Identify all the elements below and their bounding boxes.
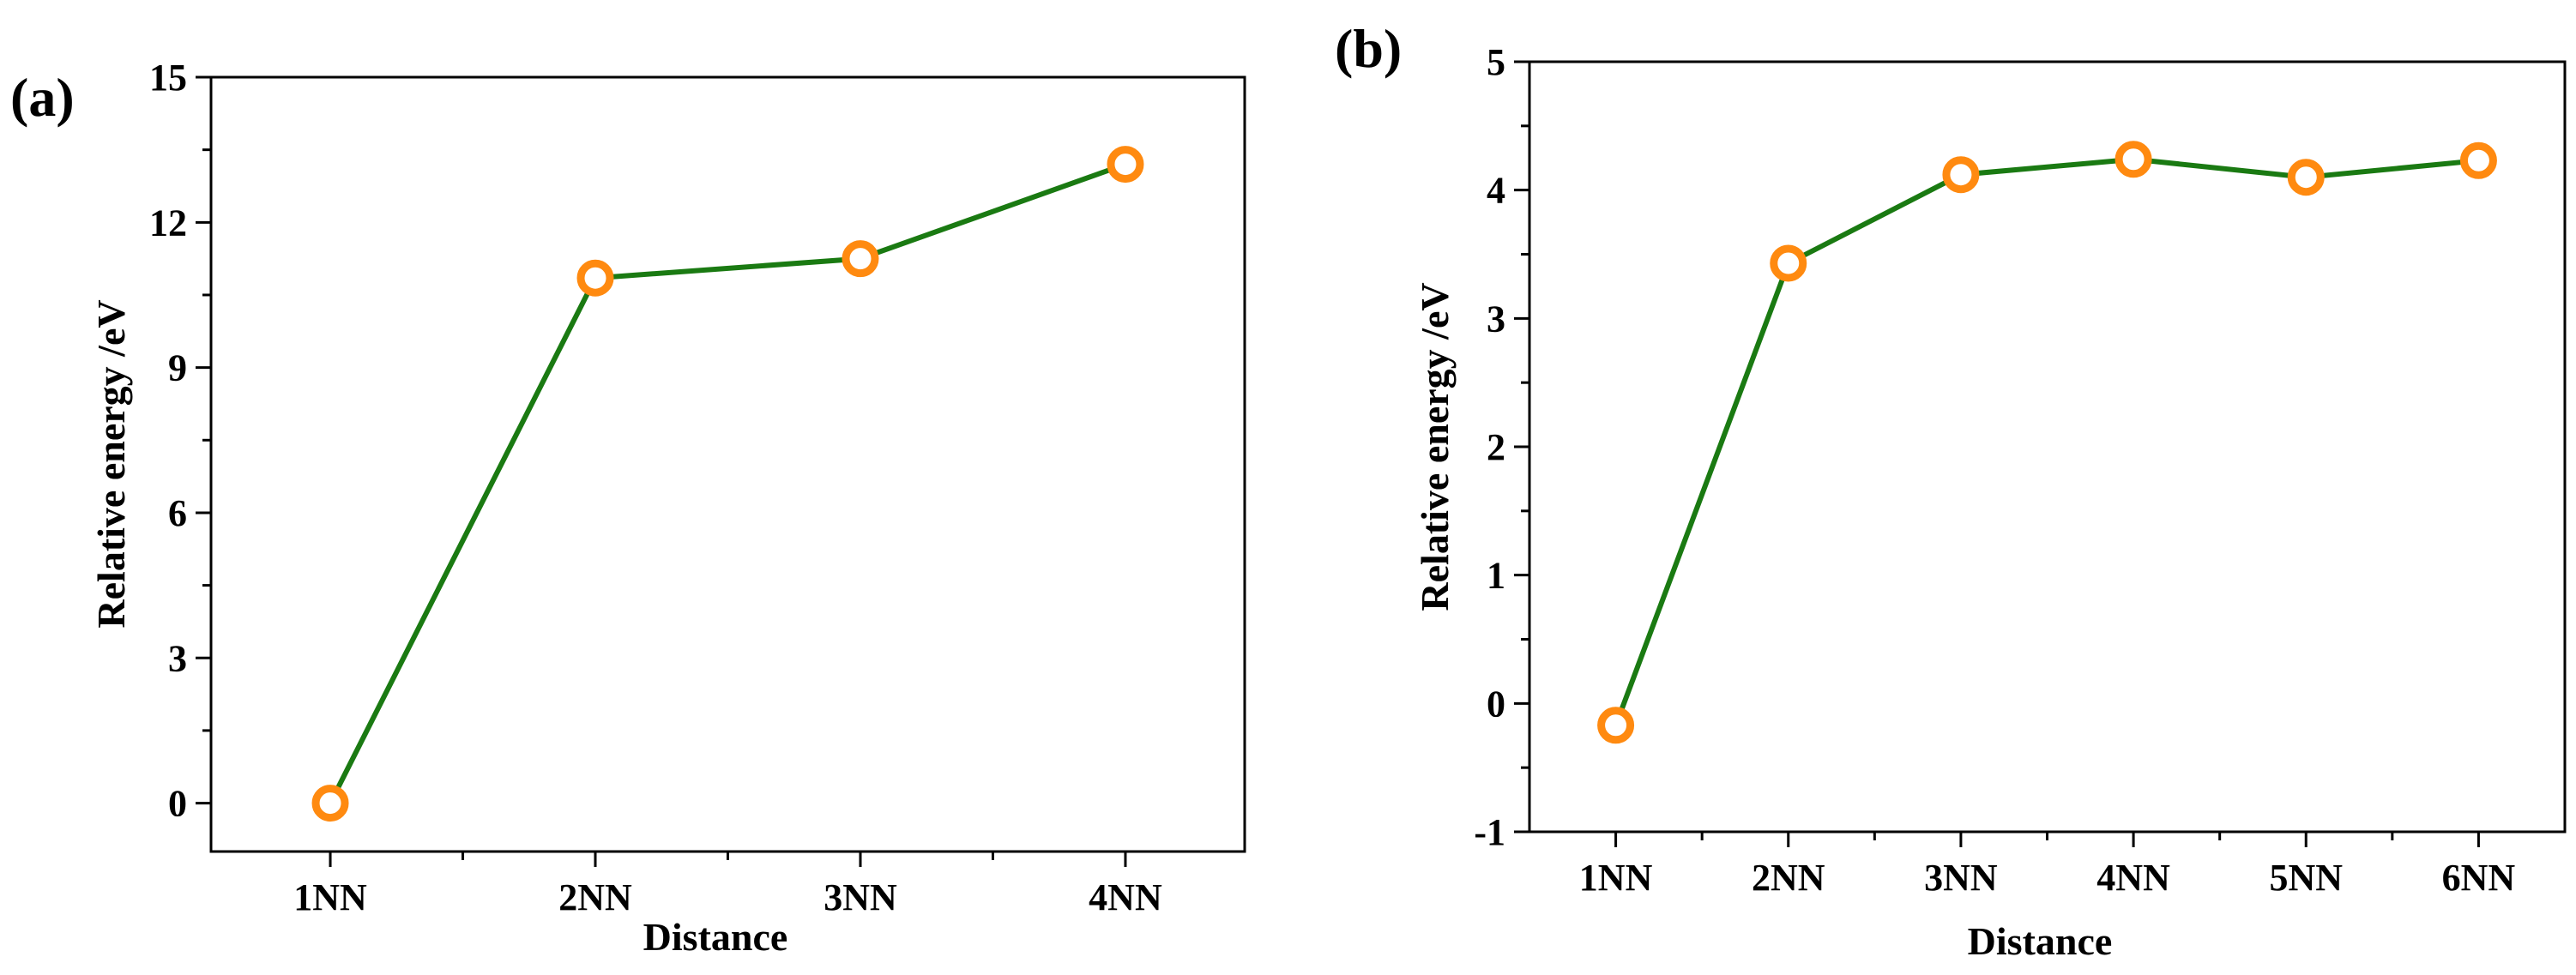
data-point-marker: [842, 240, 879, 278]
y-tick-label: 3: [168, 637, 187, 679]
y-tick-label: 15: [149, 57, 187, 99]
data-point-marker: [2287, 159, 2325, 196]
plot-frame: [1528, 60, 2567, 834]
y-tick-label: 3: [1487, 298, 1505, 340]
x-tick-label: 1NN: [293, 876, 367, 918]
data-point-marker: [2459, 141, 2497, 179]
y-tick-label: 4: [1487, 170, 1505, 212]
y-axis-title: Relative energy /eV: [89, 299, 133, 628]
y-tick-label: 0: [168, 783, 187, 825]
data-point-marker: [576, 259, 614, 297]
y-tick-label: 9: [168, 347, 187, 389]
x-axis-title: Distance: [643, 915, 788, 959]
data-point-marker: [1942, 156, 1980, 194]
series-line: [328, 161, 1127, 804]
x-tick-label: 3NN: [823, 876, 897, 918]
x-tick-label: 4NN: [2096, 857, 2170, 899]
data-point-marker: [1107, 146, 1144, 184]
y-tick-label: 2: [1487, 426, 1505, 468]
data-point-marker: [311, 785, 349, 822]
y-axis-title: Relative energy /eV: [1413, 282, 1457, 611]
panel-label: (a): [10, 67, 75, 128]
y-tick-label: 12: [149, 202, 187, 244]
x-tick-label: 2NN: [1752, 857, 1825, 899]
tick-labels: -1 0 1 2 3 4 5 1NN 2NN 3NN 4NN 5NN 6NN: [1474, 41, 2515, 899]
data-series: [1597, 141, 2497, 744]
chart-panel-a: (a) 0 3 6 9 12 15 1NN 2NN 3NN 4NN Distance Relati…: [10, 57, 1246, 959]
y-tick-label: 1: [1487, 555, 1505, 597]
data-point-marker: [1770, 244, 1807, 282]
x-tick-label: 6NN: [2442, 857, 2516, 899]
x-axis-title: Distance: [1968, 919, 2113, 963]
data-point-marker: [1597, 707, 1635, 744]
axis-ticks: [196, 75, 1127, 867]
axis-ticks: [1514, 60, 2480, 847]
y-tick-label: -1: [1474, 811, 1505, 853]
x-tick-label: 5NN: [2269, 857, 2343, 899]
panel-label: (b): [1335, 18, 1402, 79]
tick-labels: 0 3 6 9 12 15 1NN 2NN 3NN 4NN: [149, 57, 1162, 918]
y-tick-label: 6: [168, 492, 187, 534]
x-tick-label: 1NN: [1579, 857, 1653, 899]
x-tick-label: 4NN: [1089, 876, 1162, 918]
series-line: [1613, 156, 2479, 726]
y-tick-label: 5: [1487, 41, 1505, 83]
data-series: [311, 146, 1144, 822]
data-point-marker: [2114, 141, 2152, 178]
x-tick-label: 3NN: [1924, 857, 1998, 899]
y-tick-label: 0: [1487, 683, 1505, 725]
x-tick-label: 2NN: [558, 876, 632, 918]
